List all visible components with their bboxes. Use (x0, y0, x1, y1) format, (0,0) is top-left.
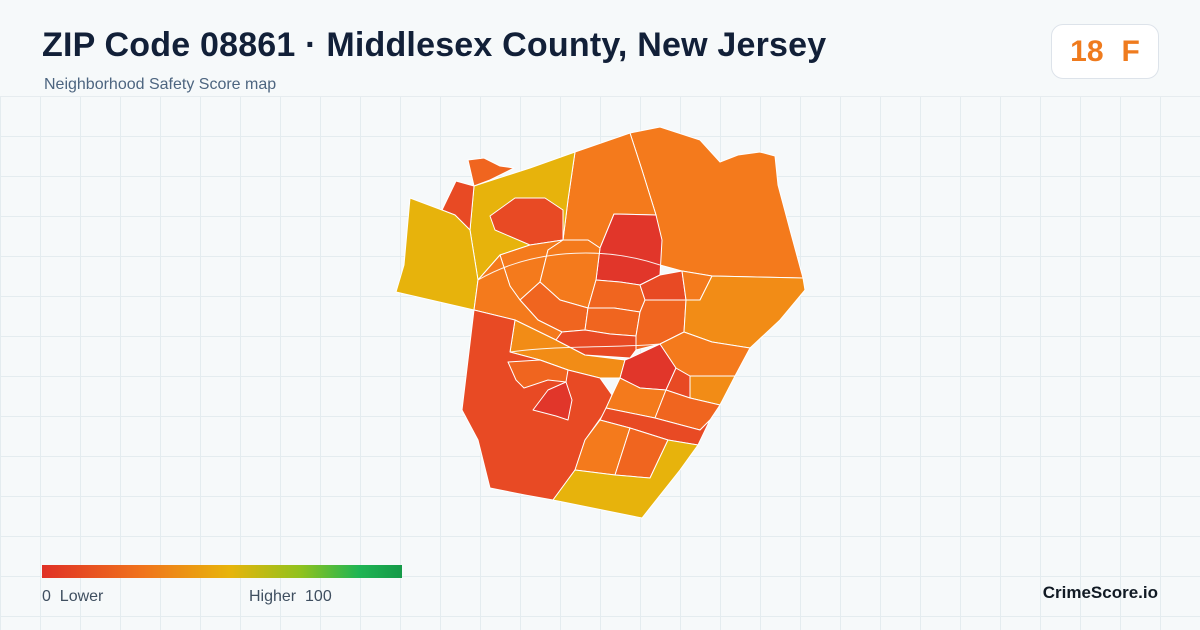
safety-grade: F (1121, 34, 1140, 68)
legend-low-label: 0 Lower (42, 588, 103, 606)
legend-color-scale (42, 565, 402, 578)
safety-score-value: 18 (1070, 34, 1104, 68)
legend-high-text: Higher (249, 588, 297, 605)
legend-high-value: 100 (305, 588, 332, 605)
map-region[interactable] (659, 331, 751, 377)
page-title: ZIP Code 08861 · Middlesex County, New J… (42, 26, 827, 64)
map-region[interactable] (552, 439, 699, 519)
map-region[interactable] (532, 381, 573, 421)
legend-low-value: 0 (42, 588, 51, 605)
map-region[interactable] (489, 197, 564, 246)
safety-score-badge: 18 F (1051, 24, 1159, 79)
brand-logo-text[interactable]: CrimeScore.io (1042, 583, 1158, 602)
map-region[interactable] (587, 279, 646, 313)
map-region[interactable] (507, 359, 569, 389)
page-subtitle: Neighborhood Safety Score map (44, 76, 277, 93)
map-region[interactable] (555, 329, 637, 359)
legend-high-label: Higher 100 (249, 588, 332, 606)
legend-low-text: Lower (59, 588, 104, 605)
header: ZIP Code 08861 · Middlesex County, New J… (0, 0, 1200, 97)
